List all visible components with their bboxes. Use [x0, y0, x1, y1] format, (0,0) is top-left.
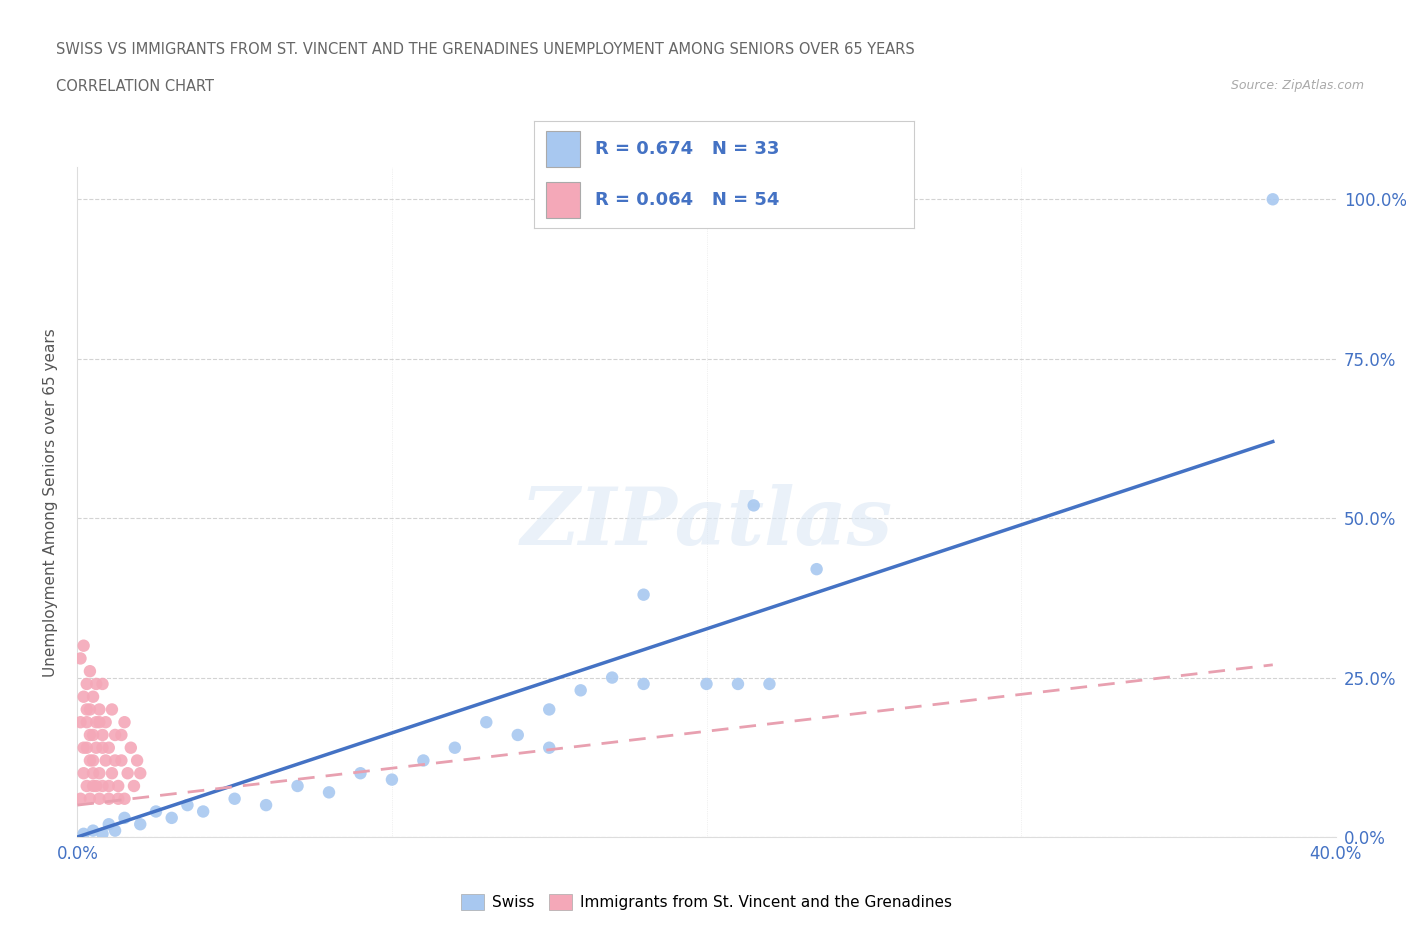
Point	[696, 676, 718, 691]
Point	[82, 753, 104, 768]
Text: Source: ZipAtlas.com: Source: ZipAtlas.com	[1230, 79, 1364, 92]
Point	[84, 676, 107, 691]
Point	[349, 765, 371, 780]
Point	[72, 689, 94, 704]
Point	[69, 651, 91, 666]
Point	[94, 753, 117, 768]
Point	[538, 740, 561, 755]
Point	[89, 791, 111, 806]
Y-axis label: Unemployment Among Seniors over 65 years: Unemployment Among Seniors over 65 years	[44, 328, 58, 677]
Point	[82, 765, 104, 780]
Point	[76, 676, 98, 691]
Point	[806, 562, 828, 577]
Point	[633, 676, 655, 691]
Point	[89, 765, 111, 780]
Point	[97, 740, 120, 755]
Point	[84, 715, 107, 730]
Point	[91, 740, 114, 755]
Point	[97, 778, 120, 793]
Point	[72, 827, 94, 842]
Point	[91, 778, 114, 793]
Point	[129, 765, 152, 780]
Point	[84, 778, 107, 793]
Point	[538, 702, 561, 717]
Point	[114, 791, 136, 806]
Point	[101, 765, 124, 780]
Point	[72, 765, 94, 780]
Text: R = 0.064   N = 54: R = 0.064 N = 54	[595, 191, 779, 209]
Point	[82, 823, 104, 838]
Point	[176, 798, 198, 813]
Point	[76, 778, 98, 793]
Point	[97, 791, 120, 806]
Point	[444, 740, 467, 755]
Point	[117, 765, 139, 780]
Point	[506, 727, 529, 742]
Bar	[546, 130, 579, 166]
Point	[120, 740, 142, 755]
Point	[104, 823, 127, 838]
Point	[633, 587, 655, 602]
Point	[475, 715, 498, 730]
Point	[318, 785, 340, 800]
Point	[82, 778, 104, 793]
Point	[114, 810, 136, 825]
Point	[79, 664, 101, 679]
Point	[91, 676, 114, 691]
Point	[97, 817, 120, 831]
Point	[412, 753, 434, 768]
Point	[224, 791, 246, 806]
Point	[287, 778, 309, 793]
Text: ZIPatlas: ZIPatlas	[520, 484, 893, 561]
Point	[107, 778, 129, 793]
Point	[82, 727, 104, 742]
Point	[76, 715, 98, 730]
Point	[79, 753, 101, 768]
Point	[160, 810, 183, 825]
Point	[101, 702, 124, 717]
Point	[91, 727, 114, 742]
Point	[72, 638, 94, 653]
Point	[76, 740, 98, 755]
Point	[72, 740, 94, 755]
Text: SWISS VS IMMIGRANTS FROM ST. VINCENT AND THE GRENADINES UNEMPLOYMENT AMONG SENIO: SWISS VS IMMIGRANTS FROM ST. VINCENT AND…	[56, 42, 915, 57]
Point	[76, 702, 98, 717]
Point	[569, 683, 592, 698]
Point	[89, 715, 111, 730]
Point	[84, 740, 107, 755]
Point	[114, 715, 136, 730]
Point	[69, 791, 91, 806]
Point	[110, 727, 132, 742]
Point	[381, 772, 404, 787]
Point	[69, 715, 91, 730]
Point	[107, 791, 129, 806]
Point	[89, 702, 111, 717]
Point	[79, 702, 101, 717]
Point	[129, 817, 152, 831]
Point	[1261, 192, 1284, 206]
Point	[104, 727, 127, 742]
Legend: Swiss, Immigrants from St. Vincent and the Grenadines: Swiss, Immigrants from St. Vincent and t…	[456, 888, 957, 916]
Point	[742, 498, 765, 512]
Text: R = 0.674   N = 33: R = 0.674 N = 33	[595, 140, 779, 158]
Point	[600, 671, 623, 685]
Point	[758, 676, 780, 691]
Text: CORRELATION CHART: CORRELATION CHART	[56, 79, 214, 94]
Point	[122, 778, 145, 793]
Point	[79, 791, 101, 806]
Point	[104, 753, 127, 768]
Bar	[546, 182, 579, 219]
Point	[91, 827, 114, 842]
Point	[94, 715, 117, 730]
Point	[191, 804, 215, 819]
Point	[82, 689, 104, 704]
Point	[145, 804, 167, 819]
Point	[79, 727, 101, 742]
Point	[110, 753, 132, 768]
Point	[254, 798, 277, 813]
Point	[127, 753, 149, 768]
Point	[727, 676, 749, 691]
